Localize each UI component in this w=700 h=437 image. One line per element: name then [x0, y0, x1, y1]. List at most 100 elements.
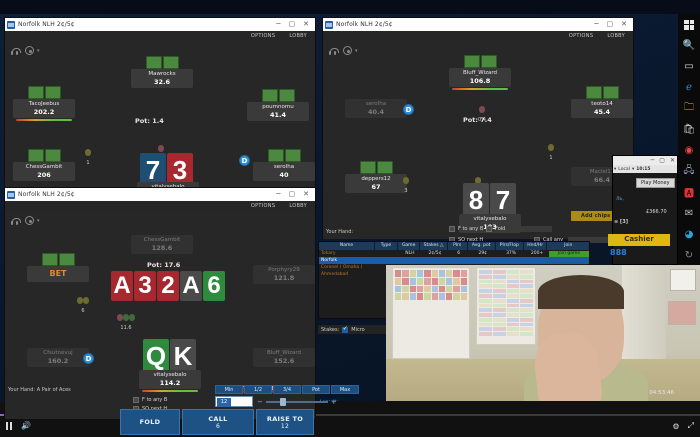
headphones-icon[interactable] [11, 216, 21, 225]
store-icon[interactable]: 🛍 [682, 124, 696, 135]
seat-tacojeebus[interactable]: TacoJeebus 202.2 [13, 86, 75, 121]
skype-icon[interactable]: ◕ [684, 229, 694, 240]
minimize-icon[interactable]: ─ [276, 20, 281, 28]
seat-porphyry29[interactable]: Porphyry29 121.8 [253, 265, 315, 284]
close-icon[interactable]: ✕ [303, 20, 309, 28]
table-controls-3[interactable]: ▾ [11, 216, 40, 225]
raise-button[interactable]: RAISE TO 12 [256, 409, 314, 435]
table-row[interactable]: Ahmedabad [319, 271, 589, 278]
table-row[interactable]: Coronel ( Omaha ) [319, 264, 589, 271]
col-hndhr[interactable]: Hnd/Hr [524, 242, 548, 250]
col-game[interactable]: Game [398, 242, 421, 250]
seat-mawrocks[interactable]: Mawrocks 32.6 [131, 56, 193, 88]
sync-icon[interactable]: ↻ [684, 250, 694, 261]
seat-chessgambit-3[interactable]: ChessGambit 128.6 [131, 235, 193, 254]
play-money-button[interactable]: Play Money [636, 178, 675, 188]
table-controls-2[interactable]: ▾ [329, 46, 358, 55]
lobby-menu[interactable]: LOBBY [289, 33, 307, 39]
fold-button[interactable]: FOLD [120, 409, 180, 435]
lobby-menu[interactable]: LOBBY [607, 33, 625, 39]
window-controls[interactable]: ─ ▢ ✕ [594, 21, 631, 28]
file-explorer-icon[interactable]: 🗀 [684, 102, 694, 113]
seat-bluff-wizard[interactable]: Bluff_Wizard 106.8 [449, 55, 511, 90]
slider-knob[interactable] [279, 397, 286, 406]
seat-serolha[interactable]: serolha 40 [253, 149, 315, 181]
checkbox-icon[interactable] [133, 397, 139, 403]
minus-icon[interactable]: − [257, 397, 263, 406]
chevron-down-icon[interactable]: ▾ [614, 166, 617, 172]
col-type[interactable]: Type [375, 242, 398, 250]
seat-chessgambit[interactable]: ChessGambit 206 [13, 149, 75, 181]
cashier-toolbar[interactable]: ▾ Local ▾ 10:15 [613, 165, 677, 173]
table-controls-1[interactable]: ▾ [11, 46, 40, 55]
seat-serolha-2[interactable]: serolha 40.4 [345, 99, 407, 118]
col-avgpot[interactable]: Avg. pot [468, 242, 496, 250]
windows-start-icon[interactable] [678, 14, 700, 35]
lobby-menu[interactable]: LOBBY [289, 203, 307, 209]
options-menu[interactable]: OPTIONS [568, 33, 594, 39]
video-right-controls[interactable]: ⚙ ⤢ [672, 421, 694, 431]
call-button[interactable]: CALL 6 [182, 409, 254, 435]
bet-amount-input[interactable]: 12 [215, 396, 253, 407]
mail-icon[interactable]: ✉ [684, 208, 694, 219]
maximize-icon[interactable]: ▢ [288, 190, 296, 198]
options-menu[interactable]: OPTIONS [250, 33, 276, 39]
settings-dot-icon[interactable] [25, 46, 34, 55]
bet-size-half[interactable]: 1/2 [244, 385, 272, 394]
checkbox-icon[interactable] [486, 226, 492, 232]
join-game-button[interactable]: Join game [548, 250, 590, 257]
minimize-icon[interactable]: ─ [276, 190, 281, 198]
seat-poumnomu[interactable]: poumnomu 41.4 [247, 89, 309, 121]
chrome-icon[interactable]: ◉ [684, 145, 694, 156]
titlebar-2[interactable]: Norfolk NLH 2¢/5¢ ─ ▢ ✕ [323, 18, 633, 31]
table-menubar-2[interactable]: OPTIONS LOBBY [323, 31, 633, 41]
col-join[interactable]: Join [564, 243, 573, 248]
seat-teoto14[interactable]: teoto14 45.4 [571, 86, 633, 118]
minimize-icon[interactable]: ─ [650, 157, 655, 164]
pref-f-to-any-b-2[interactable]: F to any B [449, 226, 483, 232]
poker-table-window-2[interactable]: Norfolk NLH 2¢/5¢ ─ ▢ ✕ OPTIONS LOBBY ▾ … [322, 17, 634, 254]
options-menu[interactable]: OPTIONS [250, 203, 276, 209]
checkbox-icon[interactable] [449, 226, 455, 232]
window-controls[interactable]: ─ ▢ ✕ [276, 191, 313, 198]
bet-size-3q[interactable]: 3/4 [273, 385, 301, 394]
seat-cfsutnevuj[interactable]: Cfsutnevuj 160.2 [27, 348, 89, 367]
headphones-icon[interactable] [11, 46, 21, 55]
minimize-icon[interactable]: ─ [594, 20, 599, 28]
search-icon[interactable]: 🔍 [682, 40, 696, 51]
window-controls[interactable]: ─ ▢ ✕ [276, 21, 313, 28]
bet-slider[interactable]: − + [257, 396, 337, 407]
settings-dot-icon[interactable] [25, 216, 34, 225]
table-row[interactable]: Norfolk [319, 257, 589, 264]
maximize-icon[interactable]: ▢ [288, 20, 296, 28]
close-icon[interactable]: ✕ [303, 190, 309, 198]
add-chips-button[interactable]: Add chips [571, 211, 621, 221]
bet-size-min[interactable]: Min [215, 385, 243, 394]
cashier-window[interactable]: ─ ▢ ✕ ▾ Local ▾ 10:15 [612, 155, 678, 265]
edge-icon[interactable]: ℯ [686, 82, 692, 93]
bet-size-pot[interactable]: Pot [302, 385, 330, 394]
chevron-down-icon[interactable]: ▾ [355, 47, 358, 54]
table-menubar-1[interactable]: OPTIONS LOBBY [5, 31, 315, 41]
cashier-button[interactable]: Cashier [608, 234, 670, 246]
gear-icon[interactable]: ⚙ [672, 421, 680, 431]
chevron-down-icon[interactable]: ▾ [37, 217, 40, 224]
titlebar-3[interactable]: Norfolk NLH 2¢/5¢ ─ ▢ ✕ [5, 188, 315, 201]
checkbox-icon[interactable] [342, 325, 349, 333]
maximize-icon[interactable]: ▢ [659, 157, 665, 164]
pref-fold-2[interactable]: Fold [486, 226, 553, 232]
task-view-icon[interactable]: ▭ [684, 61, 694, 72]
headphones-icon[interactable] [329, 46, 339, 55]
close-icon[interactable]: ✕ [669, 157, 675, 164]
maximize-icon[interactable]: ▢ [606, 20, 614, 28]
plus-icon[interactable]: + [330, 397, 337, 406]
blue-link[interactable]: ЛЬ, [616, 197, 624, 202]
pdf-icon[interactable]: 🅰 [684, 189, 694, 200]
pref-f-to-any-b-3[interactable]: F to any B [133, 397, 167, 403]
col-name[interactable]: Name [319, 242, 376, 250]
chevron-down-icon[interactable]: ▾ [37, 47, 40, 54]
seat-bet-player[interactable]: BET [27, 253, 89, 282]
table-menubar-3[interactable]: OPTIONS LOBBY [5, 201, 315, 211]
lobby-column-headers[interactable]: Name Type Game Stakes △ Plrs Avg. pot Pl… [319, 242, 589, 250]
volume-icon[interactable]: 🔊 [21, 421, 31, 430]
